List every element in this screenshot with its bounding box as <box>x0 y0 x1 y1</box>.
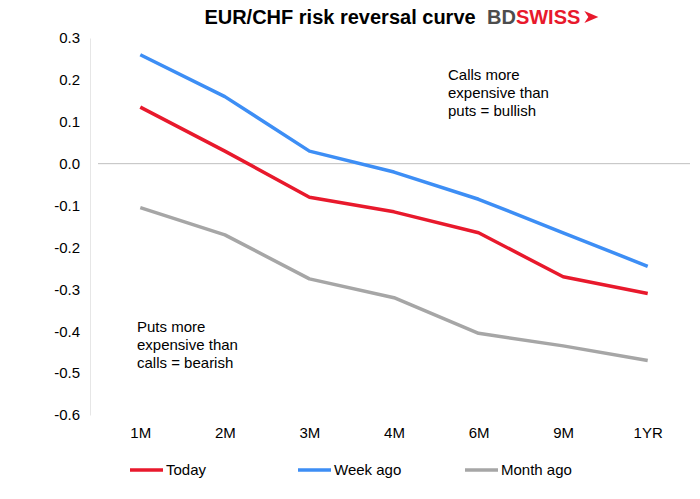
legend-swatch <box>130 468 163 472</box>
annotation: Puts moreexpensive thancalls = bearish <box>137 318 238 371</box>
y-tick: -0.4 <box>54 323 90 340</box>
y-tick-label: 0.0 <box>59 155 80 172</box>
x-tick-label: 1M <box>130 424 151 441</box>
legend-item: Today <box>130 461 207 478</box>
y-tick-label: -0.5 <box>54 364 80 381</box>
y-tick: 0.2 <box>59 71 90 88</box>
y-tick-label: -0.1 <box>54 197 80 214</box>
chart: EUR/CHF risk reversal curveBDSWISS-0.6-0… <box>0 0 700 499</box>
y-axis-line <box>90 39 91 416</box>
annotation: Calls moreexpensive thanputs = bullish <box>448 66 549 119</box>
title: EUR/CHF risk reversal curve <box>204 6 475 28</box>
x-tick: 1M <box>130 415 151 441</box>
x-tick-label: 2M <box>215 424 236 441</box>
x-tick-label: 6M <box>469 424 490 441</box>
series-line <box>140 55 647 267</box>
x-axis-line <box>99 415 691 416</box>
legend-label: Week ago <box>334 461 401 478</box>
annotation-line: calls = bearish <box>137 354 233 371</box>
legend-swatch <box>465 468 498 472</box>
y-tick-label: -0.4 <box>54 323 80 340</box>
y-tick: 0.1 <box>59 113 90 130</box>
logo-part: BD <box>487 6 516 28</box>
x-tick-label: 4M <box>384 424 405 441</box>
y-tick-label: -0.6 <box>54 406 80 423</box>
annotation-line: Calls more <box>448 66 520 83</box>
x-axis: 1M 2M 3M 4M 6M 9M 1YR <box>99 415 691 441</box>
x-tick-label: 9M <box>553 424 574 441</box>
y-tick: -0.2 <box>54 239 90 256</box>
series-line <box>140 107 647 293</box>
y-tick: 0.0 <box>59 155 90 172</box>
x-tick: 2M <box>215 415 236 441</box>
legend-label: Today <box>166 461 207 478</box>
logo-arrow <box>584 11 598 23</box>
legend: Today Week ago Month ago <box>130 461 572 478</box>
annotation-line: puts = bullish <box>448 102 536 119</box>
y-tick: -0.1 <box>54 197 90 214</box>
lines <box>140 55 647 361</box>
x-tick: 4M <box>384 415 405 441</box>
y-tick-label: -0.2 <box>54 239 80 256</box>
y-axis: -0.6 -0.5 -0.4 -0.3 -0.2 -0.1 0.0 0.1 0.2 0.3 <box>54 29 90 423</box>
logo-part: SWISS <box>516 6 580 28</box>
x-tick: 3M <box>300 415 321 441</box>
y-tick: 0.3 <box>59 29 90 46</box>
y-tick-label: -0.3 <box>54 281 80 298</box>
y-tick: -0.5 <box>54 364 90 381</box>
zero-line <box>98 163 690 164</box>
y-tick-label: 0.3 <box>59 29 80 46</box>
y-tick: -0.6 <box>54 406 90 423</box>
y-tick-label: 0.2 <box>59 71 80 88</box>
x-tick: 1YR <box>634 415 663 441</box>
x-tick: 6M <box>469 415 490 441</box>
legend-item: Week ago <box>298 461 401 478</box>
x-tick-label: 1YR <box>634 424 663 441</box>
annotation-line: expensive than <box>137 336 238 353</box>
x-tick-label: 3M <box>300 424 321 441</box>
y-tick: -0.3 <box>54 281 90 298</box>
legend-swatch <box>298 468 331 472</box>
annotation-line: Puts more <box>137 318 205 335</box>
legend-item: Month ago <box>465 461 572 478</box>
y-tick-label: 0.1 <box>59 113 80 130</box>
annotation-line: expensive than <box>448 84 549 101</box>
legend-label: Month ago <box>501 461 572 478</box>
logo: BDSWISS <box>487 6 580 28</box>
x-tick: 9M <box>553 415 574 441</box>
